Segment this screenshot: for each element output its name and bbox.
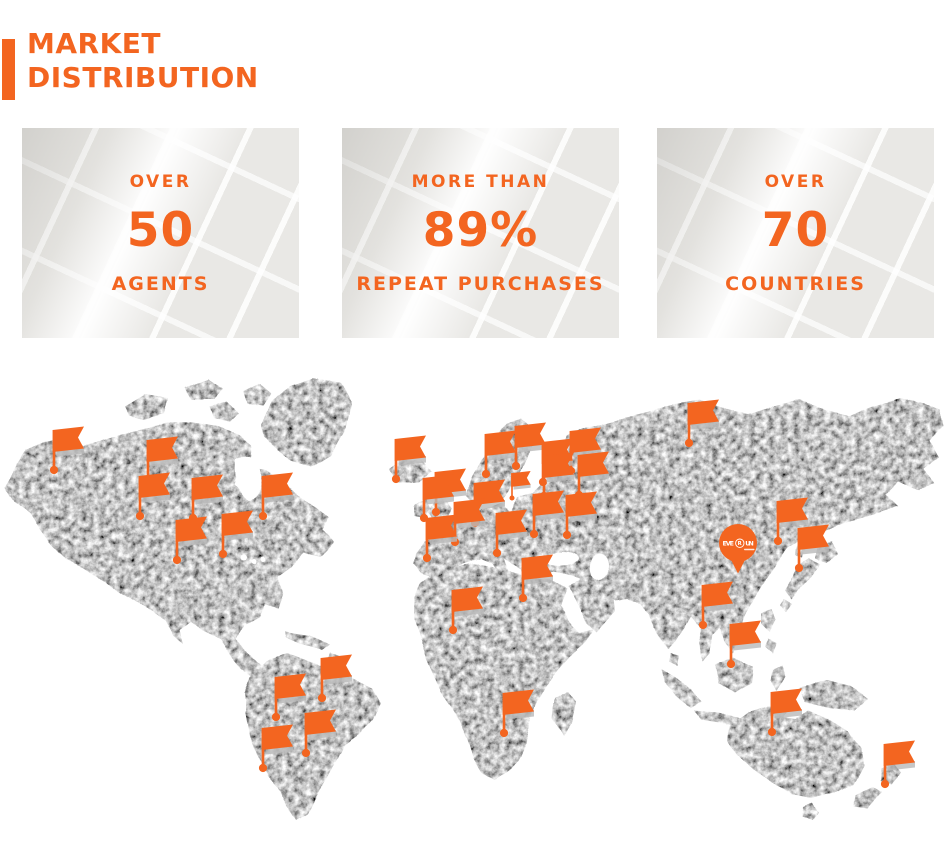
stat-label: COUNTRIES [725, 272, 866, 295]
landmass-new-zealand [854, 761, 900, 807]
pin-text-r: R [738, 541, 742, 547]
great-lakes [241, 556, 247, 562]
pin-tagline [744, 548, 755, 551]
caspian-sea [592, 555, 610, 583]
landmass-eurasia [412, 395, 944, 661]
flag-marker [726, 620, 761, 669]
landmass-caribbean [284, 633, 344, 663]
landmass-africa [414, 565, 596, 779]
page-title-line1: MARKET [27, 27, 162, 60]
stat-prefix: OVER [129, 171, 192, 192]
stat-label: REPEAT PURCHASES [356, 272, 605, 295]
landmass-arabia [568, 577, 616, 631]
landmass-australia [728, 705, 862, 821]
landmass-sri-lanka [668, 653, 678, 665]
flag-marker [511, 422, 546, 471]
stat-value: 89% [422, 202, 539, 258]
world-map: EVE R UN [0, 371, 950, 841]
stat-prefix: MORE THAN [411, 171, 550, 192]
brand-pin: EVE R UN [719, 524, 757, 574]
flag-marker [880, 740, 915, 789]
landmass-japan [778, 541, 840, 613]
pin-logo-ring [735, 538, 745, 548]
landmass-indonesia [660, 657, 866, 727]
landmass-madagascar [554, 691, 576, 737]
page-title-line2: DISTRIBUTION [27, 61, 259, 94]
stat-prefix: OVER [764, 171, 827, 192]
stat-label: AGENTS [111, 272, 210, 295]
stat-value: 50 [126, 202, 195, 258]
page-title: MARKET DISTRIBUTION [27, 27, 259, 95]
pin-text-left: EVE [723, 540, 735, 547]
pin-text-right: UN [745, 540, 754, 547]
great-lakes [260, 557, 266, 563]
landmass-greenland [262, 375, 350, 467]
stat-card-countries: OVER 70 COUNTRIES [657, 128, 934, 338]
stat-card-agents: OVER 50 AGENTS [22, 128, 299, 338]
hudson-bay [235, 458, 263, 499]
black-sea [544, 551, 580, 565]
title-accent-bar [2, 39, 15, 100]
stat-card-repeat-purchases: MORE THAN 89% REPEAT PURCHASES [342, 128, 619, 338]
landmass-arctic-islands [128, 379, 272, 423]
great-lakes [251, 560, 257, 566]
landmass-philippines [760, 611, 774, 653]
stat-value: 70 [761, 202, 830, 258]
